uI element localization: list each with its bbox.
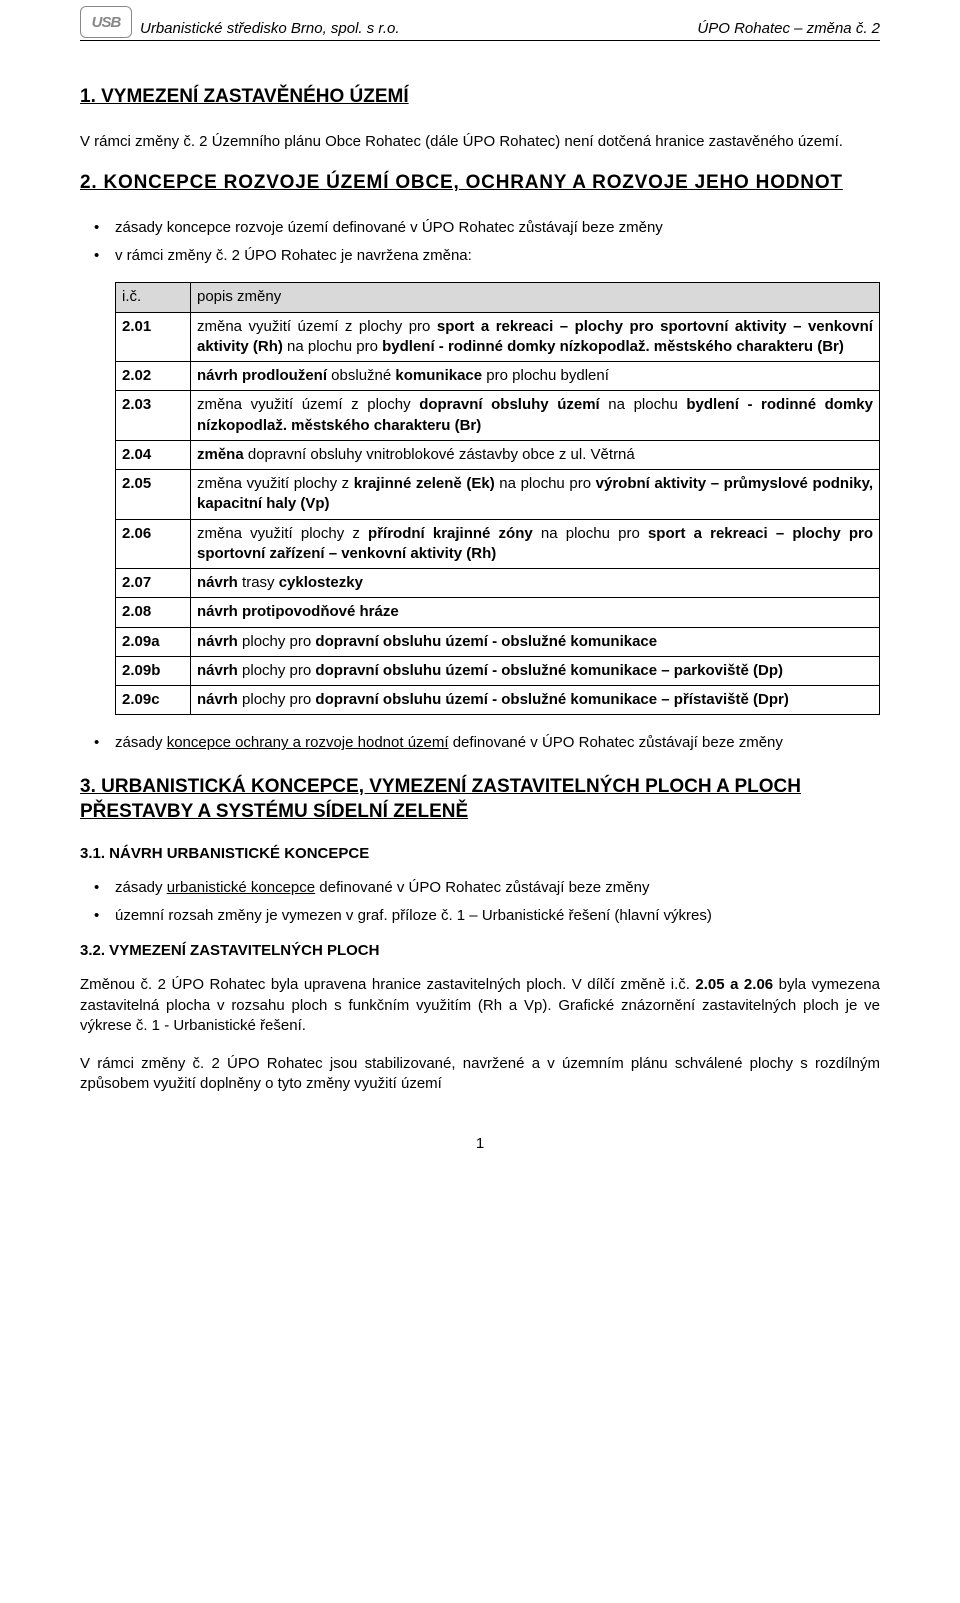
header-left-text: Urbanistické středisko Brno, spol. s r.o… xyxy=(140,20,400,37)
change-id: 2.05 xyxy=(116,470,191,520)
section-3-2-heading: 3.2. VYMEZENÍ ZASTAVITELNÝCH PLOCH xyxy=(80,942,880,959)
change-desc: návrh plochy pro dopravní obsluhu území … xyxy=(191,656,880,685)
change-id: 2.03 xyxy=(116,391,191,441)
change-id: 2.01 xyxy=(116,312,191,362)
table-row: 2.01změna využití území z plochy pro spo… xyxy=(116,312,880,362)
change-id: 2.09b xyxy=(116,656,191,685)
section-3-heading: 3. URBANISTICKÁ KONCEPCE, VYMEZENÍ ZASTA… xyxy=(80,774,880,825)
page: USB Urbanistické středisko Brno, spol. s… xyxy=(0,0,960,1603)
table-row: 2.06změna využití plochy z přírodní kraj… xyxy=(116,519,880,569)
section-3-2-para-1: Změnou č. 2 ÚPO Rohatec byla upravena hr… xyxy=(80,975,880,1036)
table-header-id: i.č. xyxy=(116,283,191,312)
change-desc: návrh plochy pro dopravní obsluhu území … xyxy=(191,627,880,656)
page-header: USB Urbanistické středisko Brno, spol. s… xyxy=(80,20,880,41)
change-id: 2.09c xyxy=(116,686,191,715)
list-item: územní rozsah změny je vymezen v graf. p… xyxy=(80,906,880,926)
change-id: 2.08 xyxy=(116,598,191,627)
section-2-bullets-top: zásady koncepce rozvoje území definované… xyxy=(80,218,880,267)
list-item: v rámci změny č. 2 ÚPO Rohatec je navrže… xyxy=(80,246,880,266)
header-right-text: ÚPO Rohatec – změna č. 2 xyxy=(697,20,880,37)
page-number: 1 xyxy=(80,1135,880,1152)
table-row: 2.07návrh trasy cyklostezky xyxy=(116,569,880,598)
logo-text: USB xyxy=(80,6,132,38)
section-1-heading: 1. VYMEZENÍ ZASTAVĚNÉHO ÚZEMÍ xyxy=(80,86,880,108)
change-id: 2.06 xyxy=(116,519,191,569)
section-2-bullets-bottom: zásady koncepce ochrany a rozvoje hodnot… xyxy=(80,733,880,753)
table-row: 2.04změna dopravní obsluhy vnitroblokové… xyxy=(116,440,880,469)
section-3-2-para-2: V rámci změny č. 2 ÚPO Rohatec jsou stab… xyxy=(80,1054,880,1095)
change-id: 2.04 xyxy=(116,440,191,469)
list-item: zásady koncepce ochrany a rozvoje hodnot… xyxy=(80,733,880,753)
table-row: 2.09bnávrh plochy pro dopravní obsluhu ú… xyxy=(116,656,880,685)
table-row: 2.02návrh prodloužení obslužné komunikac… xyxy=(116,362,880,391)
change-desc: změna využití území z plochy dopravní ob… xyxy=(191,391,880,441)
section-3-1-bullets: zásady urbanistické koncepce definované … xyxy=(80,878,880,927)
table-row: 2.09cnávrh plochy pro dopravní obsluhu ú… xyxy=(116,686,880,715)
header-left: USB Urbanistické středisko Brno, spol. s… xyxy=(80,20,400,38)
section-3-1-heading: 3.1. NÁVRH URBANISTICKÉ KONCEPCE xyxy=(80,845,880,862)
section-1-para: V rámci změny č. 2 Územního plánu Obce R… xyxy=(80,132,880,152)
change-desc: návrh prodloužení obslužné komunikace pr… xyxy=(191,362,880,391)
section-2-heading: 2. KONCEPCE ROZVOJE ÚZEMÍ OBCE, OCHRANY … xyxy=(80,170,880,196)
table-row: 2.09anávrh plochy pro dopravní obsluhu ú… xyxy=(116,627,880,656)
change-id: 2.02 xyxy=(116,362,191,391)
changes-table: i.č. popis změny 2.01změna využití území… xyxy=(115,282,880,715)
list-item: zásady urbanistické koncepce definované … xyxy=(80,878,880,898)
change-desc: změna dopravní obsluhy vnitroblokové zás… xyxy=(191,440,880,469)
change-id: 2.09a xyxy=(116,627,191,656)
change-desc: návrh protipovodňové hráze xyxy=(191,598,880,627)
change-desc: změna využití území z plochy pro sport a… xyxy=(191,312,880,362)
change-desc: návrh trasy cyklostezky xyxy=(191,569,880,598)
table-row: 2.05změna využití plochy z krajinné zele… xyxy=(116,470,880,520)
list-item: zásady koncepce rozvoje území definované… xyxy=(80,218,880,238)
table-header-desc: popis změny xyxy=(191,283,880,312)
change-desc: návrh plochy pro dopravní obsluhu území … xyxy=(191,686,880,715)
table-row: 2.08návrh protipovodňové hráze xyxy=(116,598,880,627)
table-row: 2.03změna využití území z plochy dopravn… xyxy=(116,391,880,441)
change-desc: změna využití plochy z přírodní krajinné… xyxy=(191,519,880,569)
change-desc: změna využití plochy z krajinné zeleně (… xyxy=(191,470,880,520)
table-header-row: i.č. popis změny xyxy=(116,283,880,312)
logo: USB xyxy=(80,6,132,38)
change-id: 2.07 xyxy=(116,569,191,598)
